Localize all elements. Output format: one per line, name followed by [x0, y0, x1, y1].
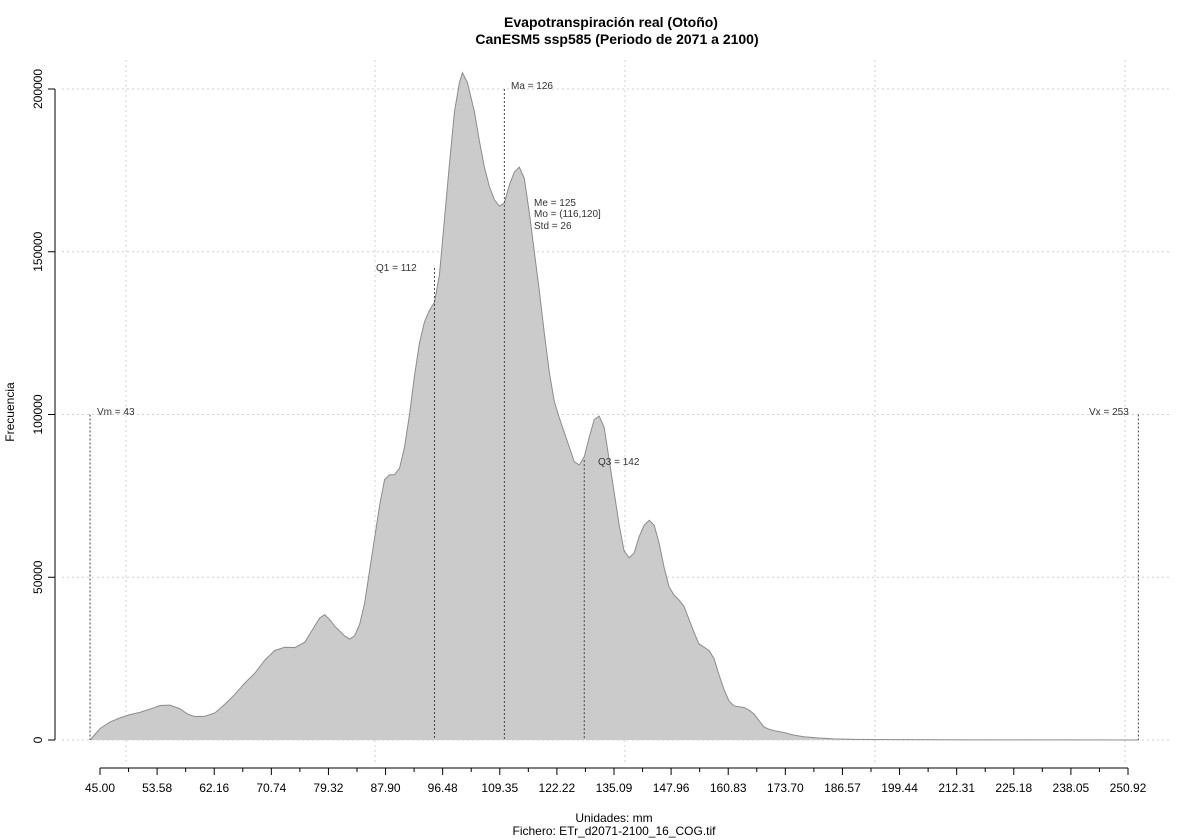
x-tick-label: 199.44	[881, 781, 918, 795]
y-axis: 0 50000 100000 150000 200000	[31, 69, 56, 743]
y-tick-label: 0	[31, 736, 45, 743]
chart-title: Evapotranspiración real (Otoño)	[504, 14, 718, 30]
annotation-std: Std = 26	[534, 221, 572, 232]
x-axis-label: Unidades: mm	[575, 811, 652, 825]
x-tick-label: 79.32	[313, 781, 343, 795]
x-tick-label: 87.90	[371, 781, 401, 795]
x-tick-label: 109.35	[481, 781, 518, 795]
x-tick-label: 225.18	[995, 781, 1032, 795]
annotations: Vm = 43 Q1 = 112 Ma = 126 Me = 125 Mo = …	[97, 81, 1129, 468]
x-tick-label: 96.48	[428, 781, 458, 795]
annotation-vx: Vx = 253	[1089, 407, 1129, 418]
x-tick-label: 212.31	[938, 781, 975, 795]
annotation-q3: Q3 = 142	[598, 457, 640, 468]
x-tick-label: 45.00	[85, 781, 115, 795]
x-tick-label: 70.74	[256, 781, 286, 795]
y-tick-label: 50000	[31, 560, 45, 594]
annotation-mo: Mo = (116,120]	[534, 209, 601, 220]
x-tick-label: 238.05	[1053, 781, 1090, 795]
x-tick-label: 147.96	[653, 781, 690, 795]
x-tick-label: 62.16	[199, 781, 229, 795]
annotation-vm: Vm = 43	[97, 407, 135, 418]
x-tick-label: 53.58	[142, 781, 172, 795]
density-line	[89, 71, 1139, 741]
density-area	[89, 71, 1139, 741]
chart-subtitle: CanESM5 ssp585 (Periodo de 2071 a 2100)	[475, 31, 758, 47]
x-tick-label: 173.70	[767, 781, 804, 795]
x-tick-label: 122.22	[539, 781, 576, 795]
annotation-me: Me = 125	[534, 198, 576, 209]
y-axis-label: Frecuencia	[3, 382, 17, 442]
x-tick-label: 160.83	[710, 781, 747, 795]
annotation-ma: Ma = 126	[511, 81, 553, 92]
y-tick-label: 200000	[31, 69, 45, 109]
x-axis: 45.00 53.58 62.16 70.74 79.32 87.90 96.48 109.3…	[85, 767, 1147, 795]
annotation-q1: Q1 = 112	[376, 263, 417, 274]
x-tick-label: 186.57	[824, 781, 861, 795]
density-fill	[90, 72, 1139, 741]
x-tick-label: 250.92	[1110, 781, 1147, 795]
y-tick-label: 100000	[31, 394, 45, 434]
stat-markers	[89, 89, 1139, 740]
x-tick-label: 135.09	[596, 781, 633, 795]
y-tick-label: 150000	[31, 231, 45, 271]
file-label: Fichero: ETr_d2071-2100_16_COG.tif	[513, 824, 717, 838]
